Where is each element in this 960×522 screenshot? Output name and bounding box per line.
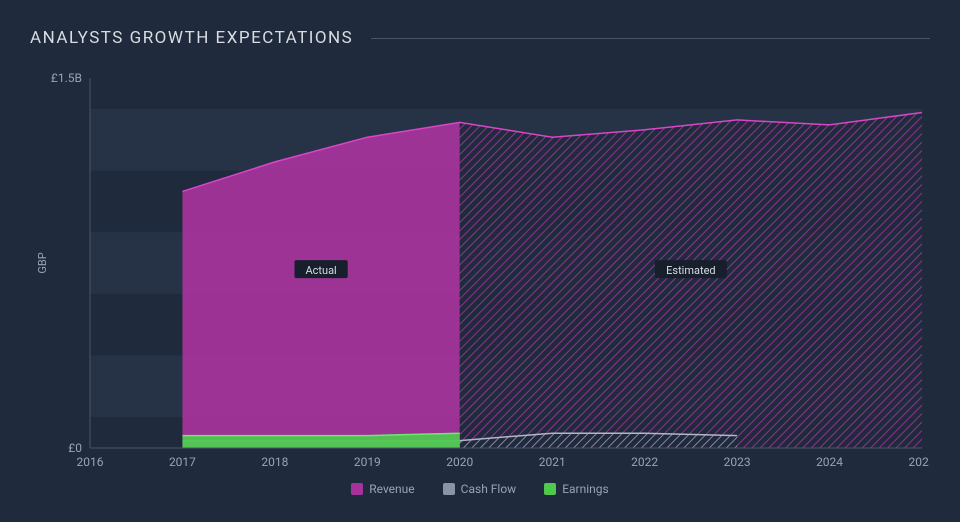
title-row: ANALYSTS GROWTH EXPECTATIONS xyxy=(30,28,930,48)
chart-container: ANALYSTS GROWTH EXPECTATIONS £0 £1.5B GBP 2… xyxy=(0,0,960,522)
svg-text:2025: 2025 xyxy=(909,455,930,469)
legend-swatch-cashflow xyxy=(443,483,455,495)
svg-text:£0: £0 xyxy=(68,441,82,455)
svg-text:2023: 2023 xyxy=(724,455,751,469)
legend-label-earnings: Earnings xyxy=(562,482,609,496)
chart-svg: £0 £1.5B GBP 2016 2017 2018 2019 2020 2021 2022 20… xyxy=(30,66,930,476)
legend-label-revenue: Revenue xyxy=(369,482,414,496)
legend-item-cashflow: Cash Flow xyxy=(443,482,517,496)
legend-item-revenue: Revenue xyxy=(351,482,414,496)
svg-text:2021: 2021 xyxy=(539,455,566,469)
svg-text:2016: 2016 xyxy=(77,455,104,469)
legend-swatch-earnings xyxy=(544,483,556,495)
svg-text:2018: 2018 xyxy=(261,455,288,469)
svg-text:2020: 2020 xyxy=(446,455,473,469)
chart-title: ANALYSTS GROWTH EXPECTATIONS xyxy=(30,28,353,48)
svg-text:2017: 2017 xyxy=(169,455,196,469)
legend-swatch-revenue xyxy=(351,483,363,495)
svg-text:GBP: GBP xyxy=(36,252,49,273)
legend-item-earnings: Earnings xyxy=(544,482,609,496)
svg-text:2022: 2022 xyxy=(631,455,658,469)
plot-area: £0 £1.5B GBP 2016 2017 2018 2019 2020 2021 2022 20… xyxy=(30,66,930,476)
svg-text:£1.5B: £1.5B xyxy=(51,71,82,85)
svg-text:2024: 2024 xyxy=(816,455,843,469)
svg-text:Actual: Actual xyxy=(305,264,336,277)
legend-label-cashflow: Cash Flow xyxy=(461,482,517,496)
svg-text:2019: 2019 xyxy=(354,455,381,469)
legend: Revenue Cash Flow Earnings xyxy=(30,482,930,496)
svg-text:Estimated: Estimated xyxy=(666,264,715,277)
title-divider xyxy=(371,38,930,39)
